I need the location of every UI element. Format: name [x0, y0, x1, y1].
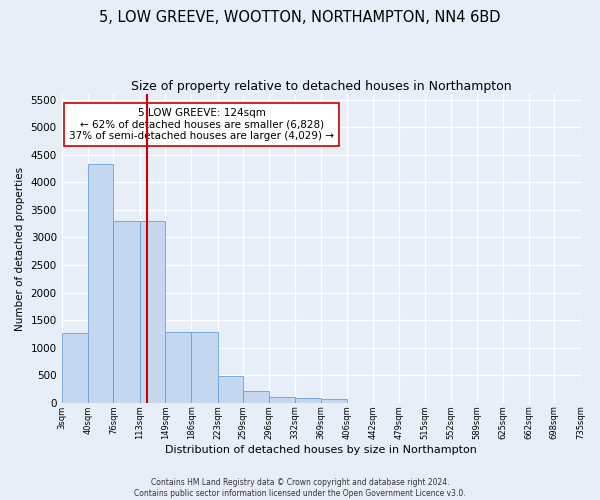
- Bar: [269, 398, 295, 403]
- Bar: [140, 221, 165, 403]
- Bar: [243, 391, 269, 403]
- Text: 5 LOW GREEVE: 124sqm
← 62% of detached houses are smaller (6,828)
37% of semi-de: 5 LOW GREEVE: 124sqm ← 62% of detached h…: [69, 108, 334, 142]
- Y-axis label: Number of detached properties: Number of detached properties: [15, 166, 25, 330]
- Text: Contains HM Land Registry data © Crown copyright and database right 2024.
Contai: Contains HM Land Registry data © Crown c…: [134, 478, 466, 498]
- Bar: [113, 221, 140, 403]
- Bar: [321, 400, 347, 403]
- Bar: [191, 332, 218, 403]
- Bar: [295, 398, 321, 403]
- Bar: [218, 376, 243, 403]
- Text: 5, LOW GREEVE, WOOTTON, NORTHAMPTON, NN4 6BD: 5, LOW GREEVE, WOOTTON, NORTHAMPTON, NN4…: [99, 10, 501, 25]
- Bar: [88, 164, 113, 403]
- Title: Size of property relative to detached houses in Northampton: Size of property relative to detached ho…: [131, 80, 511, 93]
- Bar: [62, 334, 88, 403]
- Bar: [165, 332, 191, 403]
- X-axis label: Distribution of detached houses by size in Northampton: Distribution of detached houses by size …: [165, 445, 477, 455]
